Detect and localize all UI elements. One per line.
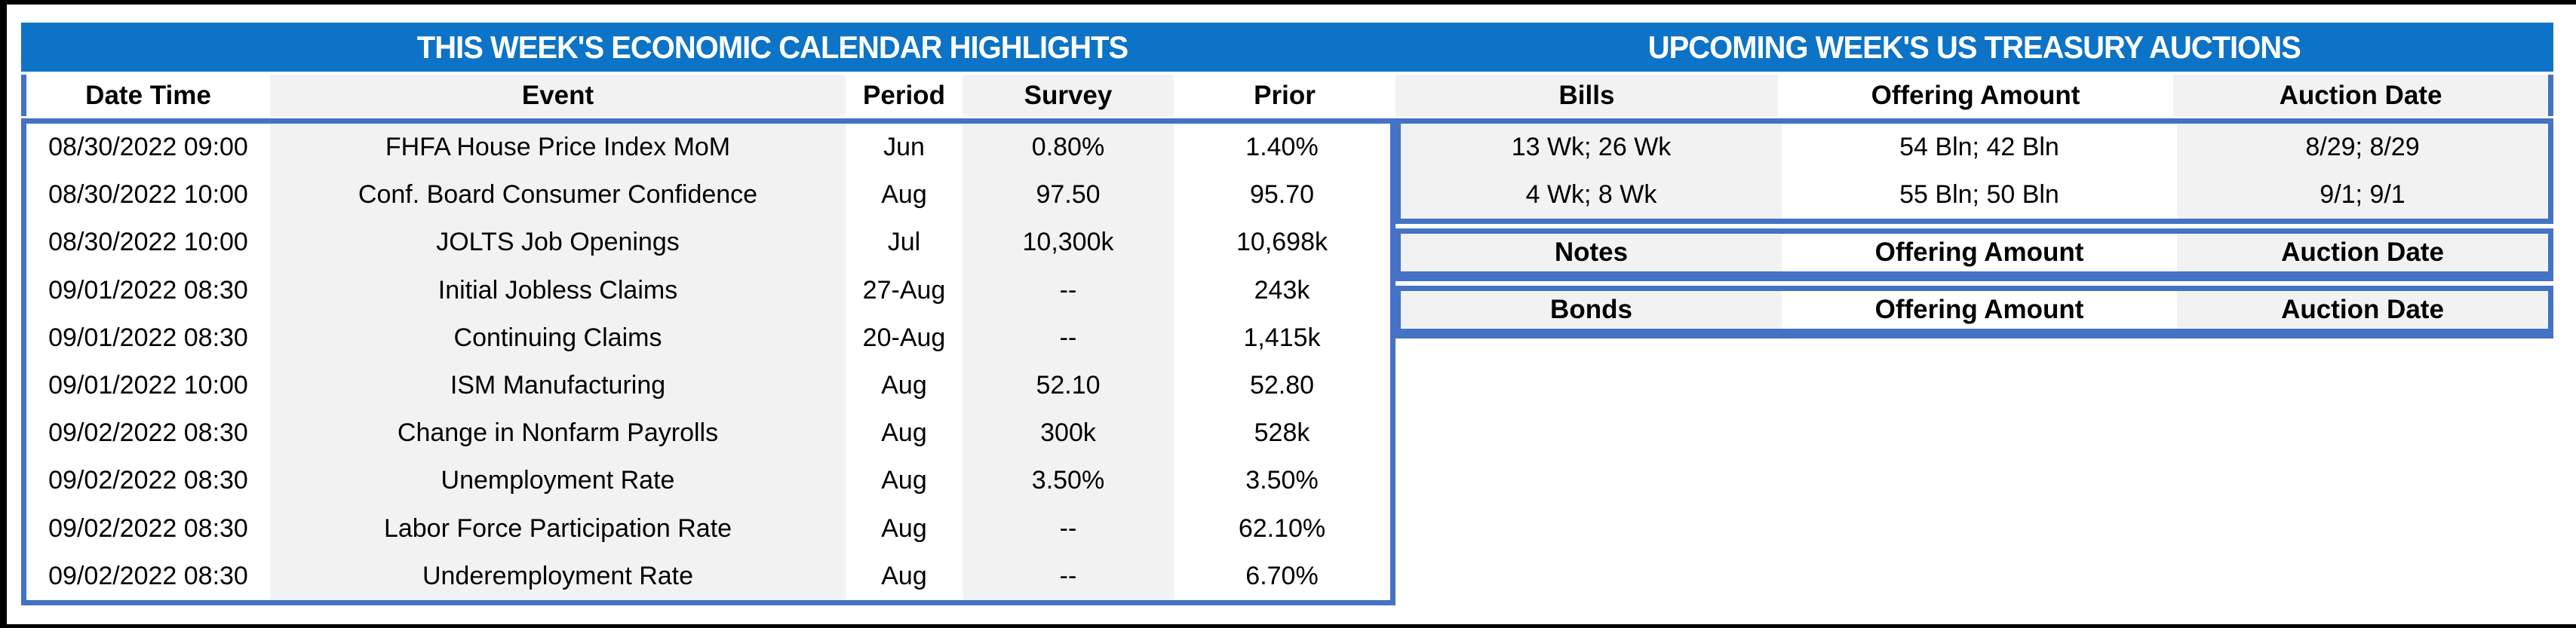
header-cell-event: Event: [270, 75, 846, 116]
bills-cell: 9/1; 9/1: [2177, 171, 2548, 219]
bills-cell: 4 Wk; 8 Wk: [1401, 171, 1782, 219]
auctions-title-area: UPCOMING WEEK'S US TREASURY AUCTIONS: [1395, 23, 2553, 72]
cell-period: Aug: [846, 504, 963, 553]
cell-event: Initial Jobless Claims: [270, 266, 846, 314]
auctions-title: UPCOMING WEEK'S US TREASURY AUCTIONS: [1648, 29, 2301, 65]
auctions-panel: 13 Wk; 26 Wk 54 Bln; 42 Bln 8/29; 8/29 4 Wk…: [1395, 118, 2553, 605]
content-area: 08/30/2022 09:00 FHFA House Price Index M…: [21, 118, 2553, 605]
bills-cell: 55 Bln; 50 Bln: [1782, 171, 2177, 219]
bonds-header-cell-auction-date: Auction Date: [2177, 291, 2548, 329]
cell-prior: 243k: [1174, 266, 1390, 314]
cell-event: ISM Manufacturing: [270, 362, 846, 410]
calendar-title-area: THIS WEEK'S ECONOMIC CALENDAR HIGHLIGHTS: [21, 23, 1395, 72]
cell-period: Aug: [846, 362, 963, 410]
cell-date-time: 09/02/2022 08:30: [26, 457, 270, 505]
header-cell-offering-amount: Offering Amount: [1778, 75, 2173, 116]
cell-survey: 10,300k: [963, 219, 1174, 267]
frame-border-bottom: [0, 624, 2576, 628]
cell-survey: --: [963, 504, 1174, 553]
cell-event: Change in Nonfarm Payrolls: [270, 409, 846, 458]
header-cell-auction-date: Auction Date: [2173, 75, 2548, 116]
bonds-section: Bonds Offering Amount Auction Date: [1395, 286, 2553, 339]
cell-event: Unemployment Rate: [270, 457, 846, 505]
cell-prior: 6.70%: [1174, 552, 1390, 600]
frame-border-top: [0, 0, 2576, 5]
cell-survey: 97.50: [963, 171, 1174, 219]
cell-survey: 300k: [963, 409, 1174, 458]
cell-event: FHFA House Price Index MoM: [270, 124, 846, 172]
column-header-row: Date Time Event Period Survey Prior Bills Offe…: [21, 75, 2553, 116]
notes-header-row: Notes Offering Amount Auction Date: [1401, 234, 2548, 276]
cell-period: Jun: [846, 124, 963, 172]
bills-cell: 13 Wk; 26 Wk: [1401, 124, 1782, 171]
bonds-header-row: Bonds Offering Amount Auction Date: [1401, 291, 2548, 333]
cell-survey: --: [963, 552, 1174, 600]
cell-event: JOLTS Job Openings: [270, 219, 846, 267]
notes-header-cell-offering-amount: Offering Amount: [1782, 234, 2177, 271]
frame-border-left: [0, 0, 7, 628]
bills-cell: 8/29; 8/29: [2177, 124, 2548, 171]
header-cell-date-time: Date Time: [26, 75, 270, 116]
cell-period: Jul: [846, 219, 963, 267]
cell-period: Aug: [846, 171, 963, 219]
header-cell-bills: Bills: [1395, 75, 1778, 116]
cell-prior: 52.80: [1174, 362, 1390, 410]
notes-header-cell-notes: Notes: [1401, 234, 1782, 271]
calendar-title: THIS WEEK'S ECONOMIC CALENDAR HIGHLIGHTS: [416, 29, 1128, 65]
cell-prior: 528k: [1174, 409, 1390, 458]
cell-prior: 62.10%: [1174, 504, 1390, 553]
cell-date-time: 08/30/2022 10:00: [26, 219, 270, 267]
cell-date-time: 08/30/2022 09:00: [26, 124, 270, 172]
cell-prior: 10,698k: [1174, 219, 1390, 267]
cell-date-time: 09/01/2022 10:00: [26, 362, 270, 410]
cell-date-time: 09/02/2022 08:30: [26, 409, 270, 458]
cell-period: Aug: [846, 457, 963, 505]
bonds-header-cell-bonds: Bonds: [1401, 291, 1782, 329]
header-cell-prior: Prior: [1174, 75, 1395, 116]
cell-prior: 1.40%: [1174, 124, 1390, 172]
cell-survey: 52.10: [963, 362, 1174, 410]
cell-date-time: 09/02/2022 08:30: [26, 504, 270, 553]
cell-survey: 0.80%: [963, 124, 1174, 172]
cell-prior: 1,415k: [1174, 314, 1390, 362]
report-sheet: THIS WEEK'S ECONOMIC CALENDAR HIGHLIGHTS…: [21, 23, 2553, 605]
cell-period: Aug: [846, 409, 963, 458]
bills-section: 13 Wk; 26 Wk 54 Bln; 42 Bln 8/29; 8/29 4 Wk…: [1395, 118, 2553, 224]
cell-event: Continuing Claims: [270, 314, 846, 362]
cell-period: 27-Aug: [846, 266, 963, 314]
cell-date-time: 08/30/2022 10:00: [26, 171, 270, 219]
header-cell-survey: Survey: [963, 75, 1174, 116]
cell-date-time: 09/01/2022 08:30: [26, 314, 270, 362]
cell-date-time: 09/01/2022 08:30: [26, 266, 270, 314]
notes-header-cell-auction-date: Auction Date: [2177, 234, 2548, 271]
header-cell-period: Period: [846, 75, 963, 116]
bonds-header-cell-offering-amount: Offering Amount: [1782, 291, 2177, 329]
cell-event: Underemployment Rate: [270, 552, 846, 600]
cell-event: Conf. Board Consumer Confidence: [270, 171, 846, 219]
notes-section: Notes Offering Amount Auction Date: [1395, 228, 2553, 281]
cell-period: Aug: [846, 552, 963, 600]
cell-prior: 3.50%: [1174, 457, 1390, 505]
cell-survey: --: [963, 314, 1174, 362]
title-band: THIS WEEK'S ECONOMIC CALENDAR HIGHLIGHTS…: [21, 23, 2553, 72]
cell-survey: 3.50%: [963, 457, 1174, 505]
cell-date-time: 09/02/2022 08:30: [26, 552, 270, 600]
bills-cell: 54 Bln; 42 Bln: [1782, 124, 2177, 171]
calendar-table: 08/30/2022 09:00 FHFA House Price Index M…: [21, 118, 1395, 605]
cell-survey: --: [963, 266, 1174, 314]
cell-period: 20-Aug: [846, 314, 963, 362]
cell-event: Labor Force Participation Rate: [270, 504, 846, 553]
bills-table: 13 Wk; 26 Wk 54 Bln; 42 Bln 8/29; 8/29 4 Wk…: [1401, 124, 2548, 219]
cell-prior: 95.70: [1174, 171, 1390, 219]
